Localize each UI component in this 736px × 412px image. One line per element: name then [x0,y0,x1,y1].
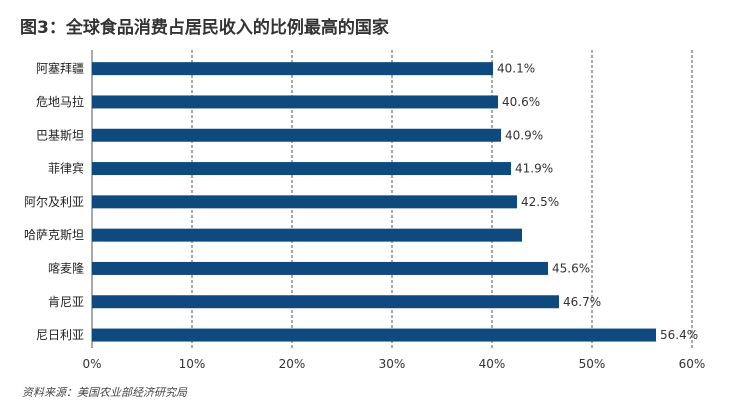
category-label: 菲律宾 [48,161,84,176]
category-label: 阿塞拜疆 [36,61,84,76]
bar [92,261,548,275]
category-label: 尼日利亚 [36,328,84,342]
data-label: 40.6% [502,95,540,109]
bar [92,162,511,176]
x-tick-label: 60% [679,357,706,371]
x-tick-label: 10% [179,357,206,371]
data-label: 46.7% [563,295,601,309]
category-label: 危地马拉 [36,94,84,109]
chart-source: 资料来源：美国农业部经济研究局 [22,386,187,399]
chart-title: 图3：全球食品消费占居民收入的比例最高的国家 [20,18,389,38]
data-label: 40.9% [505,128,543,142]
bar [92,62,493,76]
category-label: 肯尼亚 [48,295,84,309]
data-label: 42.5% [521,195,559,209]
category-label: 哈萨克斯坦 [24,228,84,242]
bar [92,228,522,242]
x-tick-label: 50% [579,357,606,371]
bar [92,328,656,342]
bar [92,95,498,109]
data-label: 56.4% [660,328,698,342]
label-layer: 阿塞拜疆 40.1% 危地马拉 40.6% 巴基斯坦 40.9% 菲律宾 41.9% 阿尔及利亚… [24,61,698,342]
x-tick-label: 20% [279,357,306,371]
data-label: 45.6% [552,261,590,275]
data-label: 41.9% [515,162,553,176]
tick-layer: 0% 10% 20% 30% 40% 50% 60% [82,357,705,371]
bar-layer [92,62,656,342]
bar [92,128,501,142]
bar [92,295,559,309]
category-label: 喀麦隆 [48,260,84,275]
x-tick-label: 30% [379,357,406,371]
data-label: 40.1% [497,62,535,76]
x-tick-label: 0% [82,357,101,371]
x-tick-label: 40% [479,357,506,371]
bar [92,195,517,209]
category-label: 阿尔及利亚 [24,194,84,209]
category-label: 巴基斯坦 [36,128,84,142]
